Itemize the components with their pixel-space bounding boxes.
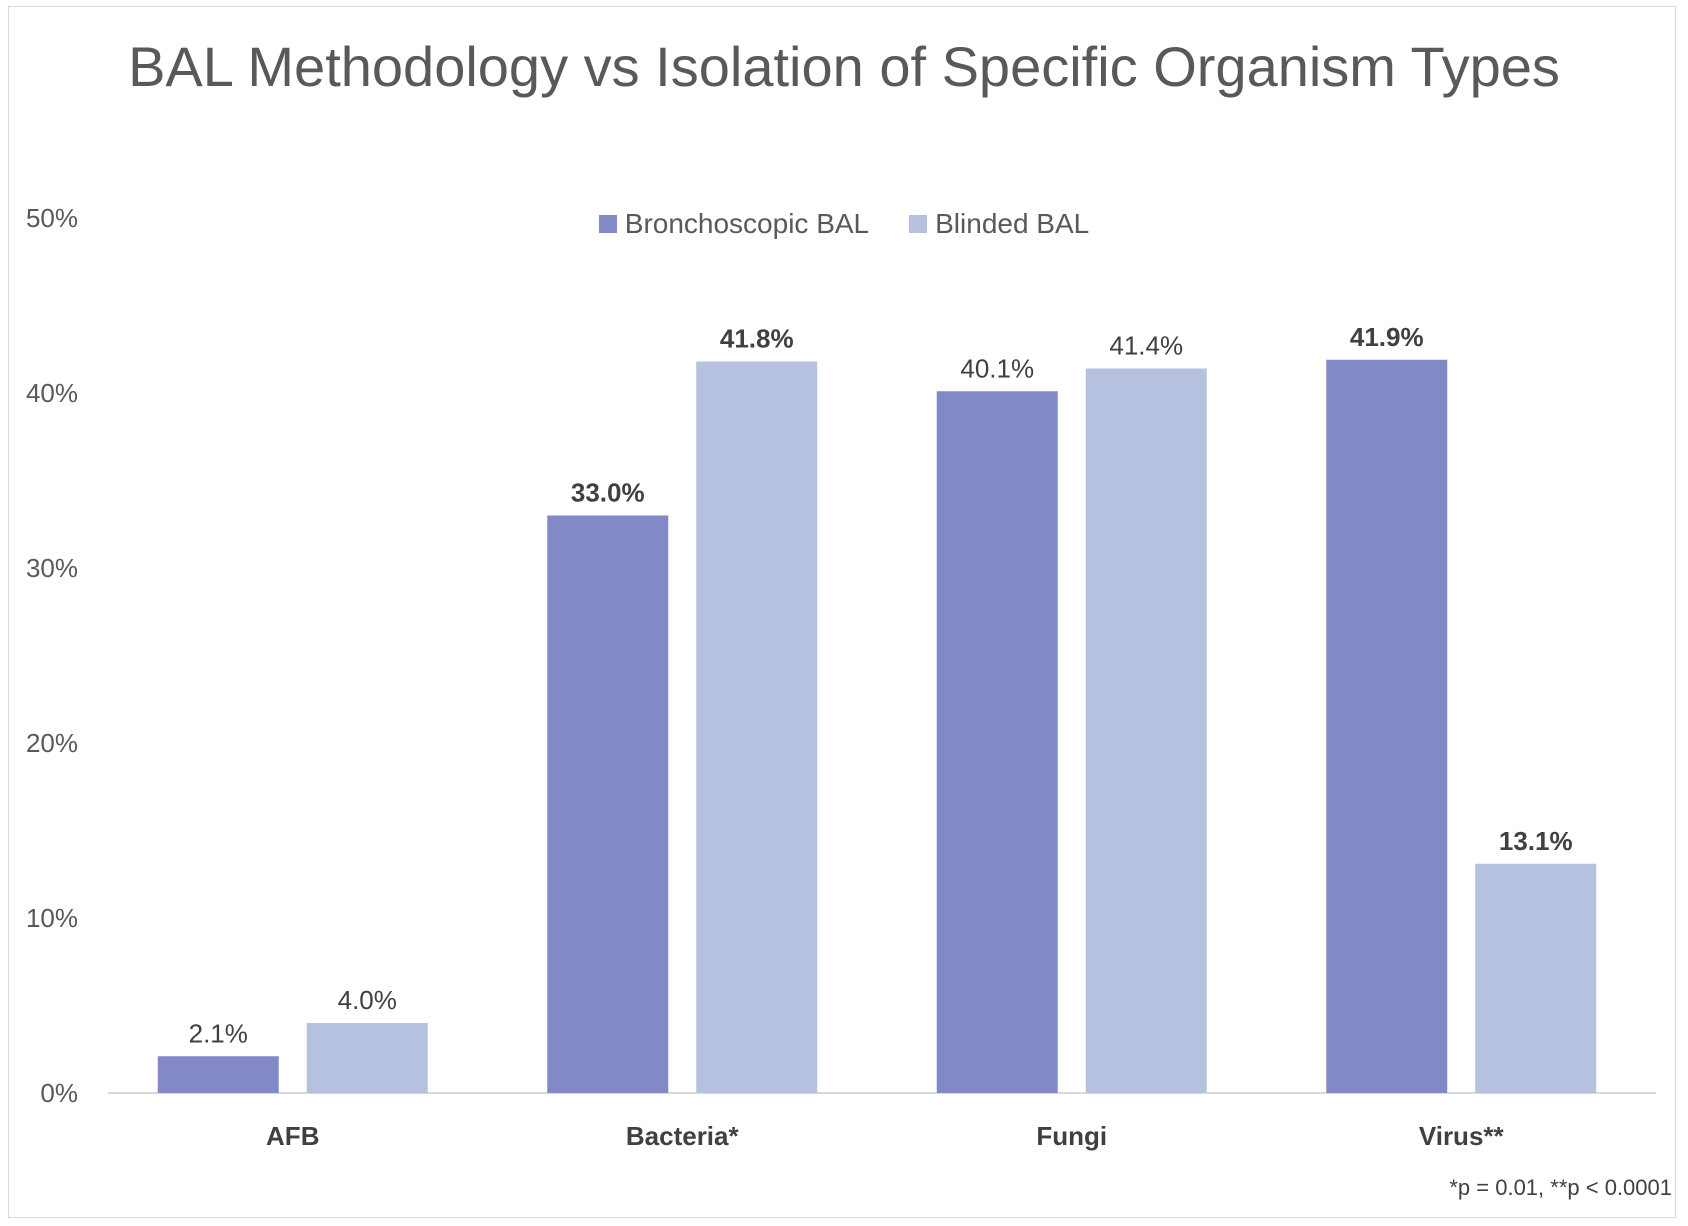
x-tick-label: Virus**	[1419, 1121, 1505, 1151]
y-tick-label: 40%	[26, 378, 78, 408]
y-tick-label: 30%	[26, 553, 78, 583]
bar	[306, 1023, 428, 1093]
legend-swatch-bronchoscopic	[598, 215, 617, 233]
y-tick-label: 0%	[40, 1078, 78, 1108]
bar	[1085, 368, 1207, 1093]
data-label: 40.1%	[960, 353, 1034, 383]
chart-title: BAL Methodology vs Isolation of Specific…	[128, 35, 1560, 98]
y-tick-label: 20%	[26, 728, 78, 758]
x-tick-label: Fungi	[1036, 1121, 1107, 1151]
bar	[936, 391, 1058, 1093]
x-tick-label: AFB	[266, 1121, 319, 1151]
significance-footnote: *p = 0.01, **p < 0.0001	[1449, 1175, 1672, 1200]
chart-legend: Bronchoscopic BAL Blinded BAL	[0, 208, 1688, 240]
data-label: 41.8%	[720, 324, 794, 354]
data-label: 4.0%	[338, 985, 397, 1015]
data-label: 41.9%	[1350, 322, 1424, 352]
bar	[157, 1056, 279, 1093]
legend-swatch-blinded	[909, 215, 928, 233]
legend-label-bronchoscopic: Bronchoscopic BAL	[624, 208, 870, 239]
data-label: 13.1%	[1499, 826, 1573, 856]
data-label: 33.0%	[571, 478, 645, 508]
y-tick-label: 50%	[26, 203, 78, 233]
x-tick-label: Bacteria*	[626, 1121, 740, 1151]
legend-label-blinded: Blinded BAL	[935, 208, 1090, 239]
bar	[547, 515, 669, 1093]
data-label: 41.4%	[1109, 331, 1183, 361]
y-tick-label: 10%	[26, 903, 78, 933]
bar	[1475, 863, 1597, 1093]
legend-item-bronchoscopic: Bronchoscopic BAL	[598, 208, 870, 240]
bar	[1326, 359, 1448, 1093]
bar	[696, 361, 818, 1093]
legend-item-blinded: Blinded BAL	[909, 208, 1089, 240]
data-label: 2.1%	[189, 1018, 248, 1048]
